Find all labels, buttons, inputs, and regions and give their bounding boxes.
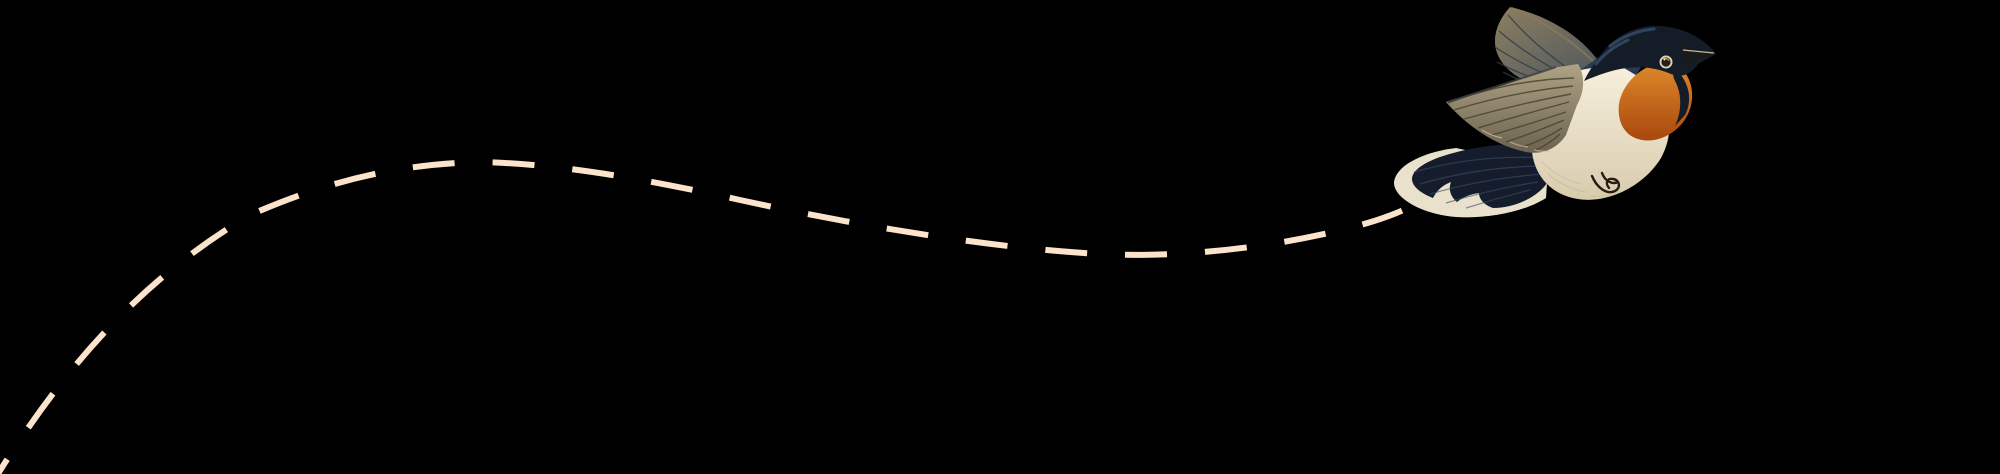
belly-texture-lines — [1541, 161, 1621, 198]
near-wing-feather-lines — [1447, 77, 1575, 152]
feet — [1590, 171, 1621, 194]
tail-feather-lines — [1413, 156, 1549, 209]
near-wing-top-edge — [1447, 66, 1557, 103]
near-wing-scallop-highlights — [1481, 129, 1551, 152]
swallow-bird-illustration — [1393, 7, 1716, 218]
near-wing — [1446, 64, 1584, 153]
malar-stripe — [1673, 72, 1690, 126]
eye-glint — [1662, 57, 1670, 61]
cap-blue-sheen — [1594, 27, 1656, 66]
flight-path-dashed-line — [0, 158, 1414, 474]
throat-patch — [1618, 61, 1693, 141]
eye-highlight-dot — [1663, 58, 1666, 61]
beak-ridge-line — [1682, 49, 1715, 54]
far-wing-feather-lines — [1494, 14, 1589, 89]
